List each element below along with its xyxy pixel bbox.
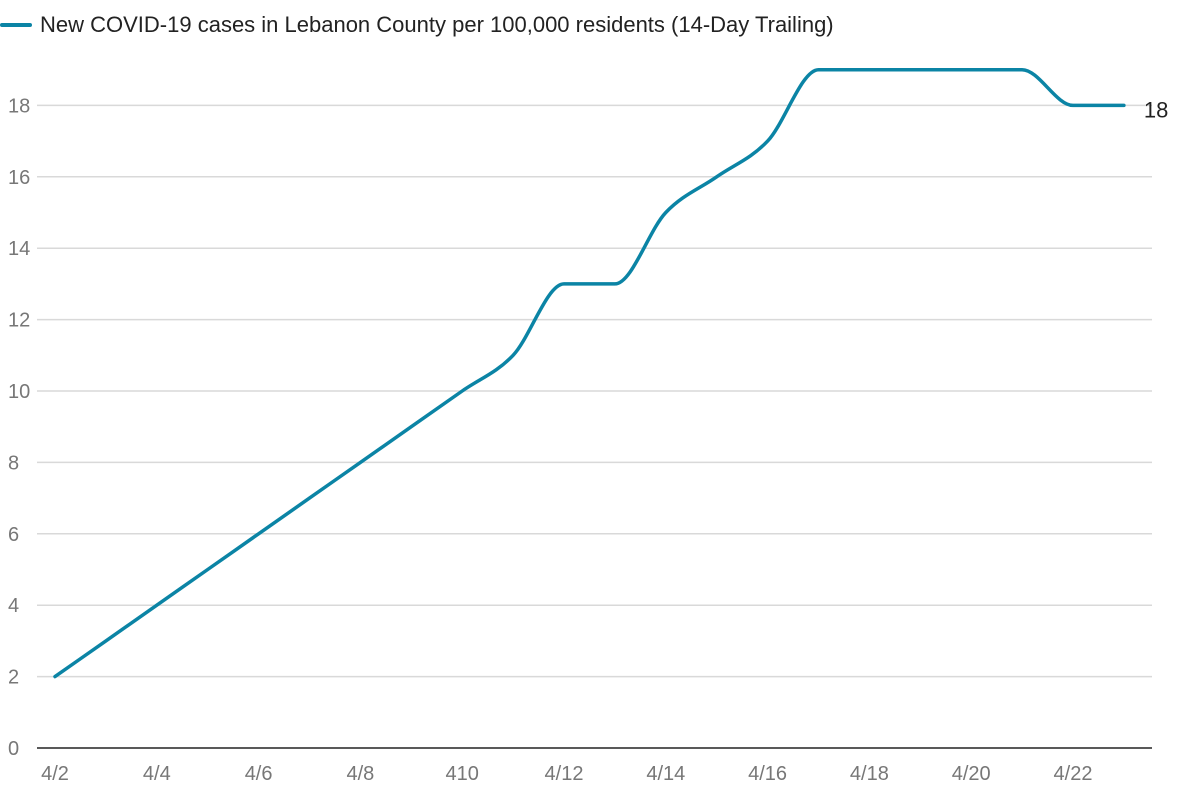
- x-tick-label: 4/2: [41, 763, 69, 785]
- y-tick-label: 2: [8, 667, 19, 689]
- x-tick-label: 4/22: [1054, 763, 1093, 785]
- y-tick-label: 4: [8, 595, 19, 617]
- y-tick-label: 0: [8, 738, 19, 760]
- x-tick-label: 4/4: [143, 763, 171, 785]
- x-axis-ticks: 4/2 4/4 4/6 4/8 410 4/12 4/14 4/16 4/18 4/20 4/22: [41, 763, 1092, 785]
- y-tick-label: 18: [8, 95, 30, 117]
- end-value-label: 18: [1144, 97, 1168, 122]
- y-tick-label: 10: [8, 381, 30, 403]
- x-tick-label: 4/6: [245, 763, 273, 785]
- x-tick-label: 410: [446, 763, 479, 785]
- legend-swatch: [0, 23, 32, 27]
- x-tick-label: 4/14: [646, 763, 685, 785]
- y-tick-label: 8: [8, 452, 19, 474]
- legend: New COVID-19 cases in Lebanon County per…: [0, 8, 834, 42]
- legend-label: New COVID-19 cases in Lebanon County per…: [40, 12, 834, 37]
- x-tick-label: 4/8: [346, 763, 374, 785]
- y-tick-label: 16: [8, 167, 30, 189]
- x-tick-label: 4/18: [850, 763, 889, 785]
- series-line: [53, 67, 1126, 679]
- y-tick-label: 12: [8, 310, 30, 332]
- y-axis-ticks: 0 2 4 6 8 10 12 14 16 18: [8, 95, 30, 760]
- x-tick-label: 4/16: [748, 763, 787, 785]
- y-tick-label: 14: [8, 238, 30, 260]
- x-tick-label: 4/20: [952, 763, 991, 785]
- x-tick-label: 4/12: [545, 763, 584, 785]
- gridlines: [37, 104, 1152, 678]
- y-tick-label: 6: [8, 524, 19, 546]
